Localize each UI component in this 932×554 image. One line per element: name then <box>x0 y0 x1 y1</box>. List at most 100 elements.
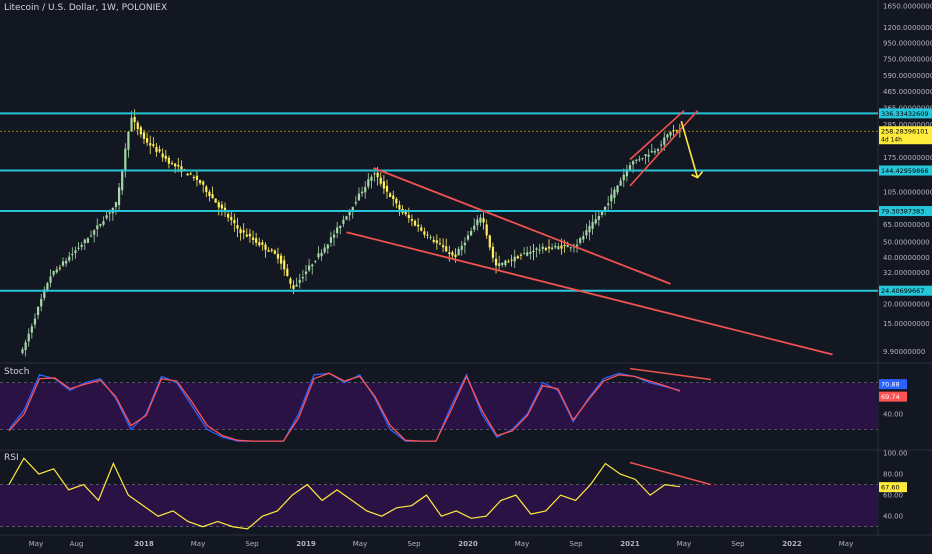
candle-body <box>89 235 93 237</box>
candle-body <box>342 219 345 224</box>
candle-body <box>588 225 591 233</box>
time-tick-label: Sep <box>569 540 583 548</box>
rsi-readout-label: 67.60 <box>881 484 900 492</box>
candle-body <box>348 210 351 216</box>
candle-body <box>554 245 557 248</box>
candle-body <box>498 263 501 267</box>
candle-body <box>466 235 470 240</box>
candle-body <box>332 234 336 238</box>
candle-body <box>24 342 27 351</box>
candle-body <box>622 174 625 181</box>
stoch-readout-label: 69.74 <box>881 393 900 401</box>
candle-body <box>547 246 551 249</box>
candle-body <box>482 218 485 223</box>
rsi-tick-label: 100.00 <box>883 450 908 458</box>
candle-body <box>669 132 672 136</box>
candle-body <box>314 260 317 262</box>
price-tick-label: 950.00000000 <box>883 40 932 48</box>
candle-body <box>139 127 142 135</box>
candle-body <box>351 206 354 212</box>
candle-body <box>613 189 616 198</box>
last-price-tag <box>879 126 932 145</box>
candle-body <box>320 252 323 257</box>
candle-body <box>666 134 669 138</box>
level-price-label: 24.40699667 <box>881 287 924 295</box>
candle-body <box>569 247 572 249</box>
time-tick-label: May <box>29 540 43 548</box>
candle-body <box>30 326 33 333</box>
rsi-line <box>8 457 681 530</box>
candle-body <box>180 166 183 172</box>
candle-body <box>74 250 77 254</box>
candle-body <box>451 252 454 256</box>
candle-body <box>130 117 133 132</box>
candle-body <box>579 238 582 243</box>
candle-body <box>519 254 523 256</box>
candle-body <box>376 172 379 178</box>
stoch-tick-label: 40.00 <box>883 410 903 418</box>
candle-body <box>233 220 236 224</box>
candle-body <box>504 260 507 266</box>
candle-body <box>610 194 613 202</box>
candle-body <box>255 238 258 243</box>
candle-body <box>389 193 392 198</box>
candle-body <box>594 219 597 224</box>
last-price-countdown: 4d 14h <box>881 137 902 144</box>
candle-body <box>339 225 342 229</box>
candle-body <box>108 212 111 214</box>
candle-body <box>445 246 448 252</box>
stoch-readout-tag <box>879 379 907 390</box>
candle-body <box>423 231 426 235</box>
candle-body <box>227 213 230 218</box>
candle-body <box>597 216 600 220</box>
candle-body <box>211 194 214 199</box>
candle-body <box>174 163 177 167</box>
rsi-band <box>0 484 878 527</box>
candle-body <box>625 169 628 177</box>
candle-body <box>653 151 657 153</box>
candle-body <box>46 283 49 290</box>
candle-body <box>245 234 248 237</box>
candle-body <box>470 230 473 236</box>
candle-body <box>370 176 373 181</box>
candle-body <box>202 181 205 185</box>
candle-body <box>267 250 270 252</box>
candle-body <box>544 247 547 250</box>
candle-body <box>133 116 136 123</box>
level-price-tag <box>879 108 932 119</box>
level-price-tag <box>879 165 932 176</box>
candle-body <box>52 271 55 275</box>
candles-group <box>21 109 681 357</box>
price-tick-label: 365.00000000 <box>883 104 932 112</box>
candle-body <box>448 252 451 254</box>
candle-body <box>251 237 255 240</box>
candle-body <box>513 256 516 262</box>
level-price-tag <box>879 285 932 296</box>
candle-body <box>488 235 491 248</box>
candle-body <box>27 333 30 342</box>
candle-body <box>398 204 401 210</box>
candle-body <box>510 259 513 261</box>
candle-body <box>417 224 420 227</box>
candle-body <box>83 239 86 244</box>
stoch-k-line <box>8 372 681 442</box>
candle-body <box>198 180 202 184</box>
last-price-label: 258.28396101 <box>881 128 929 136</box>
candle-body <box>301 277 304 279</box>
candle-body <box>407 214 410 219</box>
candle-body <box>105 215 108 219</box>
candle-body <box>491 246 495 258</box>
candle-body <box>117 187 121 206</box>
time-tick-label: May <box>191 540 205 548</box>
candle-body <box>557 246 560 250</box>
descending-trendline-lower <box>346 231 833 356</box>
rising-channel-upper <box>629 110 685 161</box>
price-tick-label: 285.00000000 <box>883 121 932 129</box>
candle-body <box>286 268 289 276</box>
candle-body <box>124 148 127 172</box>
candle-body <box>507 261 510 263</box>
candle-body <box>644 154 647 157</box>
candle-body <box>86 238 90 243</box>
candle-body <box>146 138 149 143</box>
candle-body <box>460 245 463 250</box>
